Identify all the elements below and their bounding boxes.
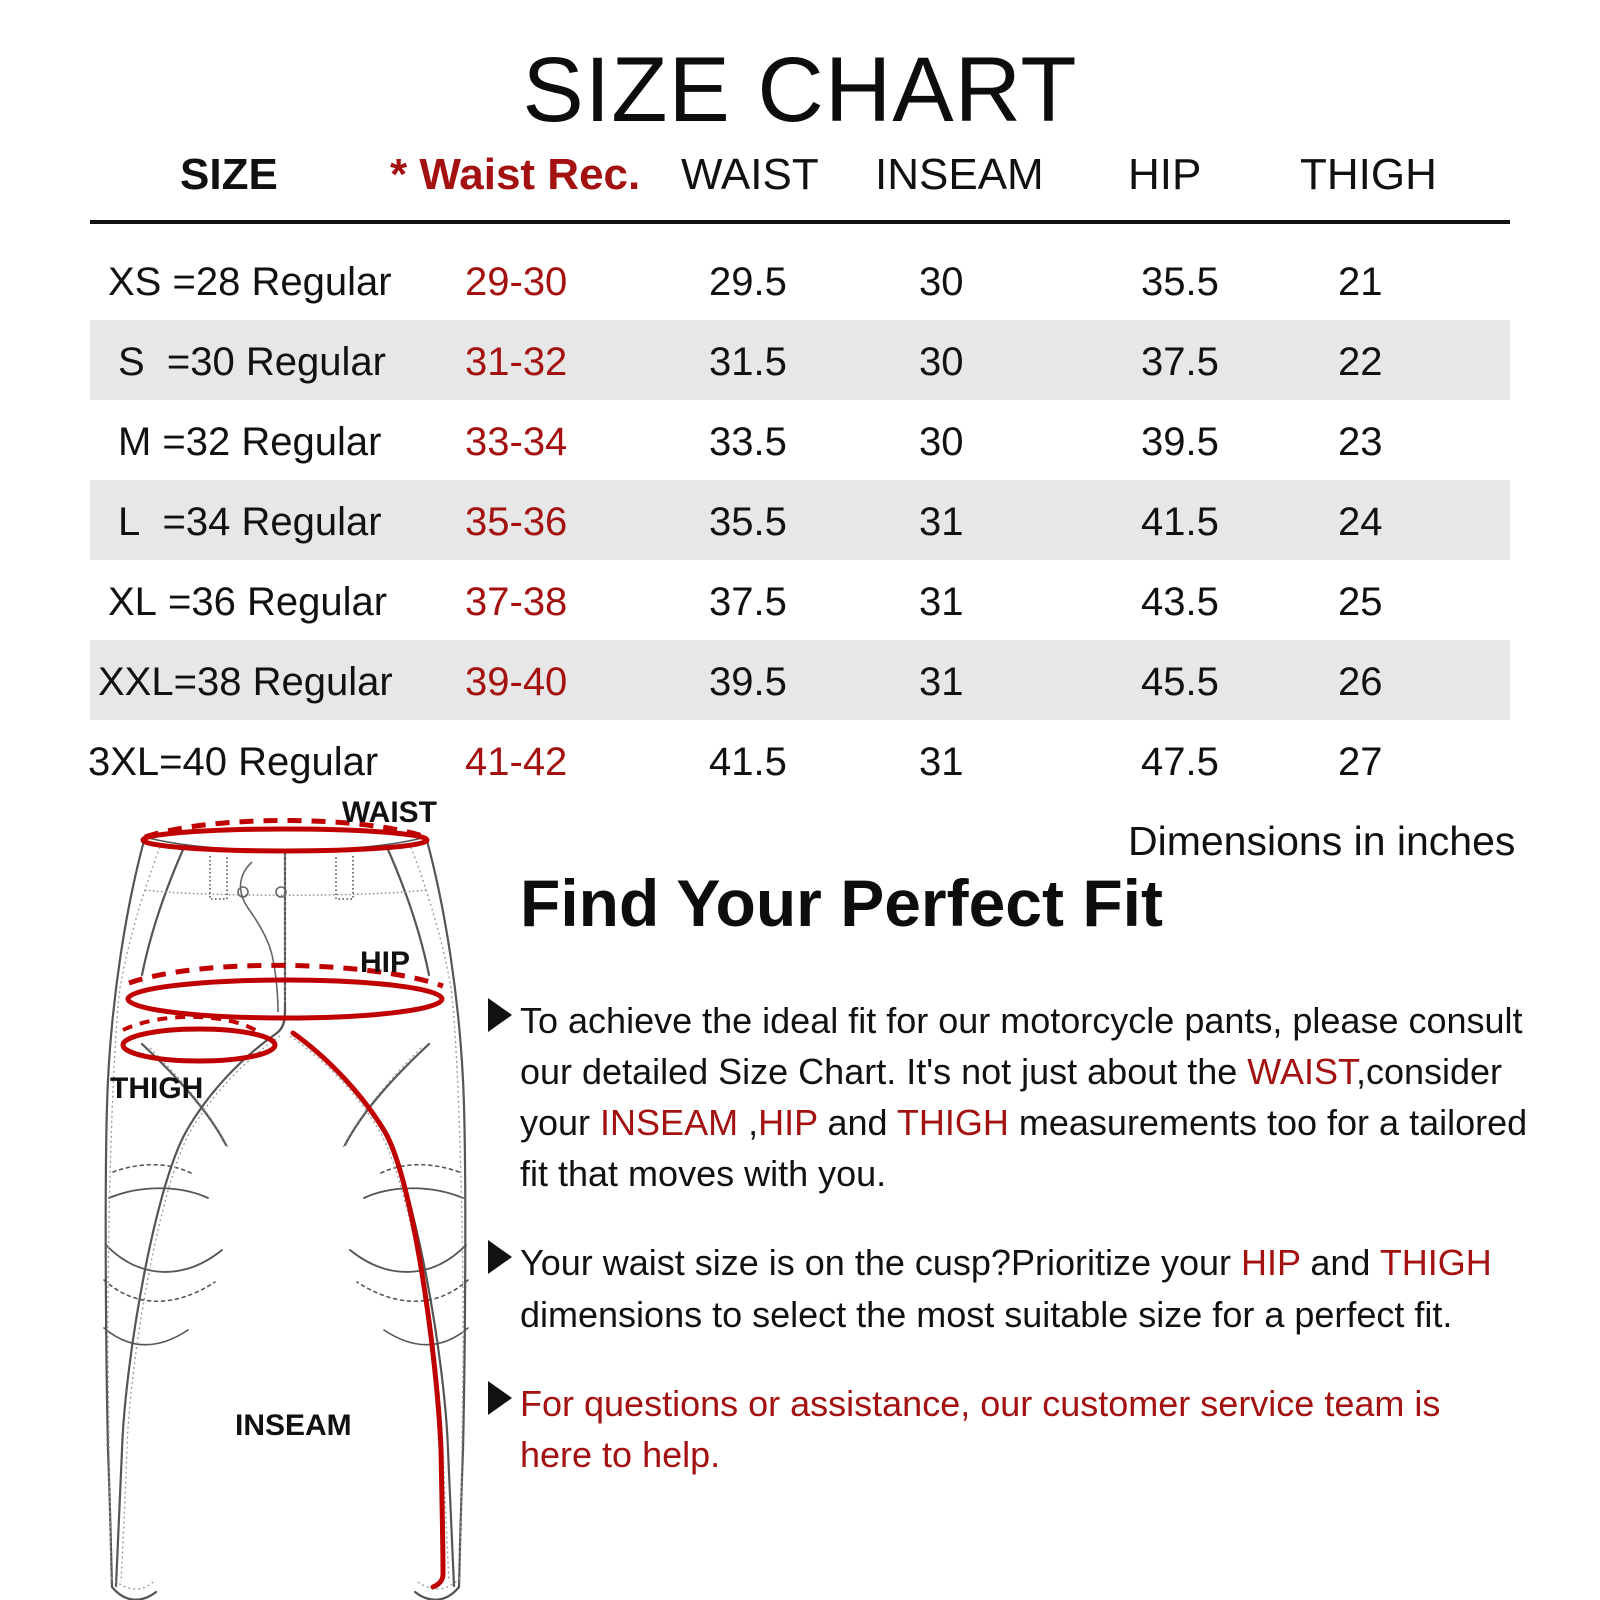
svg-text:HIP: HIP: [360, 946, 410, 979]
svg-text:WAIST: WAIST: [342, 800, 437, 829]
svg-text:INSEAM: INSEAM: [235, 1409, 352, 1442]
svg-text:THIGH: THIGH: [110, 1072, 203, 1105]
